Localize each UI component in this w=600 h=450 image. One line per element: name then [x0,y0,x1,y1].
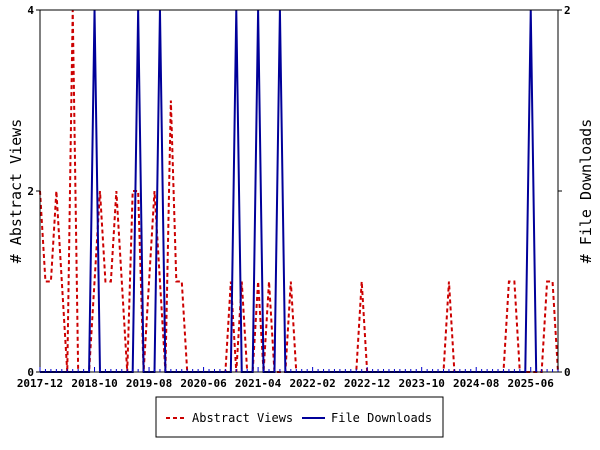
x-tick-label: 2024-08 [453,377,499,390]
legend-label-abstract-views: Abstract Views [192,411,293,425]
x-tick-label: 2022-12 [344,377,390,390]
x-tick-label: 2025-06 [508,377,555,390]
legend-box [155,396,444,438]
y-left-tick-label: 4 [27,4,34,17]
x-tick-label: 2021-04 [235,377,282,390]
x-tick-layer: 2017-12 2018-10 2019-08 2020-06 2021-04 2022-… [17,367,559,390]
y-right-tick-label: 0 [564,366,571,379]
x-tick-label: 2020-06 [180,377,227,390]
legend: Abstract Views File Downloads [155,396,444,438]
x-tick-label: 2019-08 [126,377,172,390]
y-left-tick-label: 0 [27,366,34,379]
plot-area [40,10,558,372]
x-tick-label: 2023-10 [399,377,445,390]
left-axis-title: # Abstract Views [7,119,25,264]
x-tick-label: 2018-10 [71,377,117,390]
right-axis-title: # File Downloads [577,119,595,264]
y-tick-layer: 0 2 4 0 2 [27,4,570,379]
x-tick-label: 2022-02 [289,377,335,390]
y-left-tick-label: 2 [27,185,34,198]
x-tick-label: 2017-12 [17,377,63,390]
legend-label-file-downloads: File Downloads [331,411,432,425]
y-right-tick-label: 2 [564,4,571,17]
